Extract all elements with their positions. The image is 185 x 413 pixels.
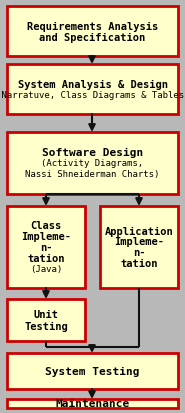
Text: (Activity Diagrams,: (Activity Diagrams, [41,159,144,168]
Text: tation: tation [120,259,158,269]
Bar [7,299,85,341]
Text: Impleme-: Impleme- [21,231,71,242]
Text: Class: Class [30,221,62,230]
Text: Application: Application [105,226,173,236]
Bar [7,353,178,389]
Text: Software Design: Software Design [42,147,143,158]
Text: tation: tation [27,254,65,263]
Bar [7,133,178,195]
Text: System Testing: System Testing [45,366,140,376]
Text: Testing: Testing [24,321,68,331]
Text: and Specification: and Specification [39,32,146,43]
Bar [7,65,178,115]
Text: Requirements Analysis: Requirements Analysis [27,21,158,31]
Bar [100,206,178,288]
Text: Maintenance: Maintenance [55,399,130,408]
Text: n-: n- [133,248,145,258]
Bar [7,399,178,408]
Text: (Narratuve, Class Diagrams & Tables): (Narratuve, Class Diagrams & Tables) [0,91,185,100]
Bar [7,206,85,288]
Text: Unit: Unit [33,310,58,320]
Text: System Analysis & Design: System Analysis & Design [18,79,167,89]
Text: Nassi Shneiderman Charts): Nassi Shneiderman Charts) [25,170,160,179]
Text: (Java): (Java) [30,265,62,274]
Text: n-: n- [40,242,52,252]
Text: Impleme-: Impleme- [114,237,164,247]
Bar [7,7,178,57]
